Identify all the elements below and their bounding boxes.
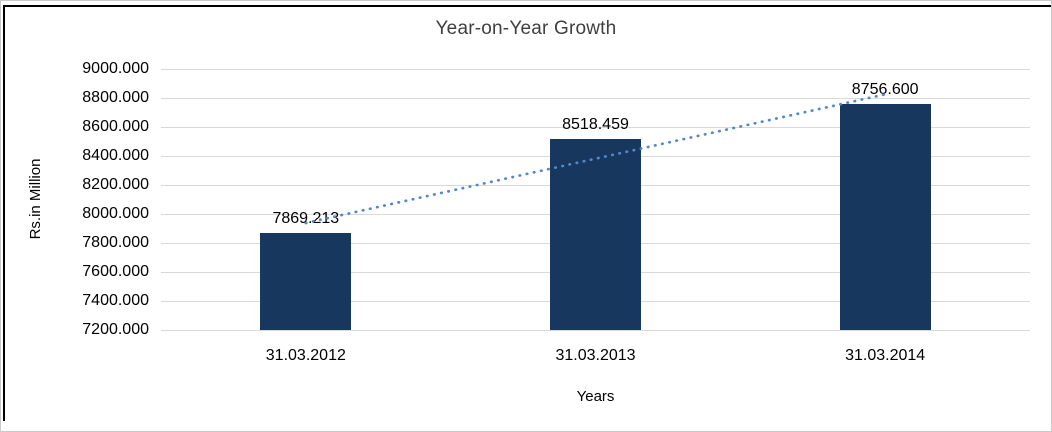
gridline <box>161 329 1030 331</box>
category-label: 31.03.2013 <box>555 347 636 364</box>
y-tick-label: 7400.000 <box>82 292 149 309</box>
y-tick-label: 8600.000 <box>82 118 149 135</box>
category-label: 31.03.2014 <box>845 347 926 364</box>
value-label: 7869.213 <box>272 209 340 227</box>
category-label: 31.03.2012 <box>265 347 346 364</box>
y-tick-label: 7200.000 <box>82 321 149 338</box>
y-tick-label: 8400.000 <box>82 147 149 164</box>
value-label: 8518.459 <box>562 115 629 133</box>
gridline <box>161 68 1030 70</box>
y-tick-label: 7800.000 <box>82 234 149 251</box>
value-label: 8756.600 <box>851 81 919 99</box>
y-tick-label: 8000.000 <box>82 205 149 222</box>
y-tick-label: 8200.000 <box>82 176 149 193</box>
bar-31.03.2012 <box>260 232 352 330</box>
bar-31.03.2014 <box>839 104 931 330</box>
chart-title: Year-on-Year Growth <box>435 18 617 39</box>
y-axis-title-text: Rs.in Million <box>27 158 44 240</box>
y-tick-label: 9000.000 <box>82 60 149 77</box>
x-axis-title: Years <box>576 388 615 405</box>
y-tick-label: 8800.000 <box>82 89 149 106</box>
y-tick-label: 7600.000 <box>82 263 149 280</box>
bar-31.03.2013 <box>550 138 641 330</box>
